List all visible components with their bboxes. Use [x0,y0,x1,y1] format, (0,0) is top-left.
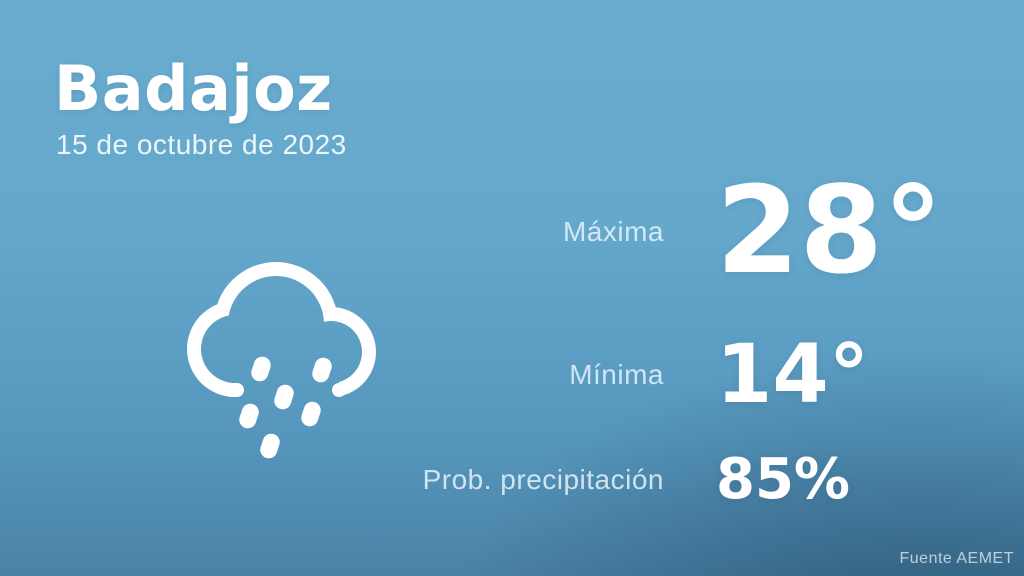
metric-row-minima: Mínima 14° [410,330,1010,420]
cloud-rain-icon [180,252,380,467]
location-title: Badajoz [54,52,333,125]
metric-label: Prob. precipitación [422,464,664,495]
metric-row-maxima: Máxima 28° [410,168,1010,296]
metric-value: 14° [716,327,870,422]
metric-value: 28° [716,162,943,301]
metric-row-precipitation: Prob. precipitación 85% [410,442,1010,518]
metric-value: 85% [716,447,851,512]
date-subtitle: 15 de octubre de 2023 [56,129,347,160]
metric-label: Mínima [569,359,664,390]
source-attribution: Fuente AEMET [899,550,1014,567]
metric-label: Máxima [562,216,664,247]
